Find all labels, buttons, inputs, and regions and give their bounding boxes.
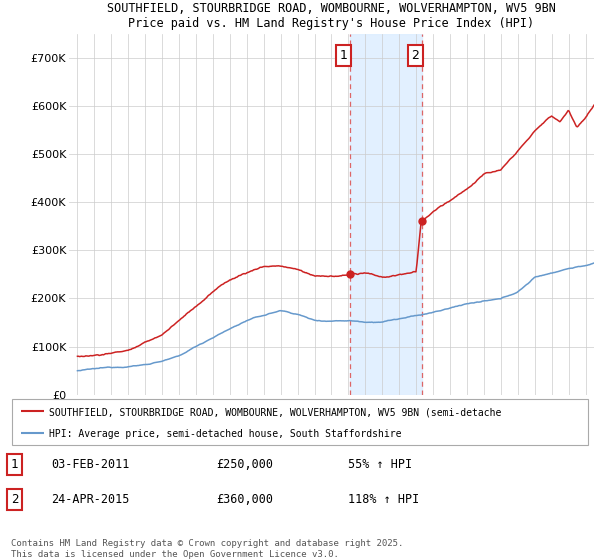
- FancyBboxPatch shape: [12, 399, 588, 445]
- Text: HPI: Average price, semi-detached house, South Staffordshire: HPI: Average price, semi-detached house,…: [49, 429, 402, 439]
- Text: 1: 1: [340, 49, 347, 62]
- Text: 2: 2: [412, 49, 419, 62]
- Title: SOUTHFIELD, STOURBRIDGE ROAD, WOMBOURNE, WOLVERHAMPTON, WV5 9BN
Price paid vs. H: SOUTHFIELD, STOURBRIDGE ROAD, WOMBOURNE,…: [107, 2, 556, 30]
- Text: 118% ↑ HPI: 118% ↑ HPI: [348, 493, 419, 506]
- Text: 55% ↑ HPI: 55% ↑ HPI: [348, 458, 412, 471]
- Text: 2: 2: [11, 493, 18, 506]
- Text: Contains HM Land Registry data © Crown copyright and database right 2025.
This d: Contains HM Land Registry data © Crown c…: [11, 539, 403, 559]
- Text: 03-FEB-2011: 03-FEB-2011: [51, 458, 130, 471]
- Bar: [350, 34, 422, 395]
- Text: 1: 1: [11, 458, 18, 471]
- Text: SOUTHFIELD, STOURBRIDGE ROAD, WOMBOURNE, WOLVERHAMPTON, WV5 9BN (semi-detache: SOUTHFIELD, STOURBRIDGE ROAD, WOMBOURNE,…: [49, 407, 502, 417]
- Text: £250,000: £250,000: [216, 458, 273, 471]
- Text: £360,000: £360,000: [216, 493, 273, 506]
- Text: 24-APR-2015: 24-APR-2015: [51, 493, 130, 506]
